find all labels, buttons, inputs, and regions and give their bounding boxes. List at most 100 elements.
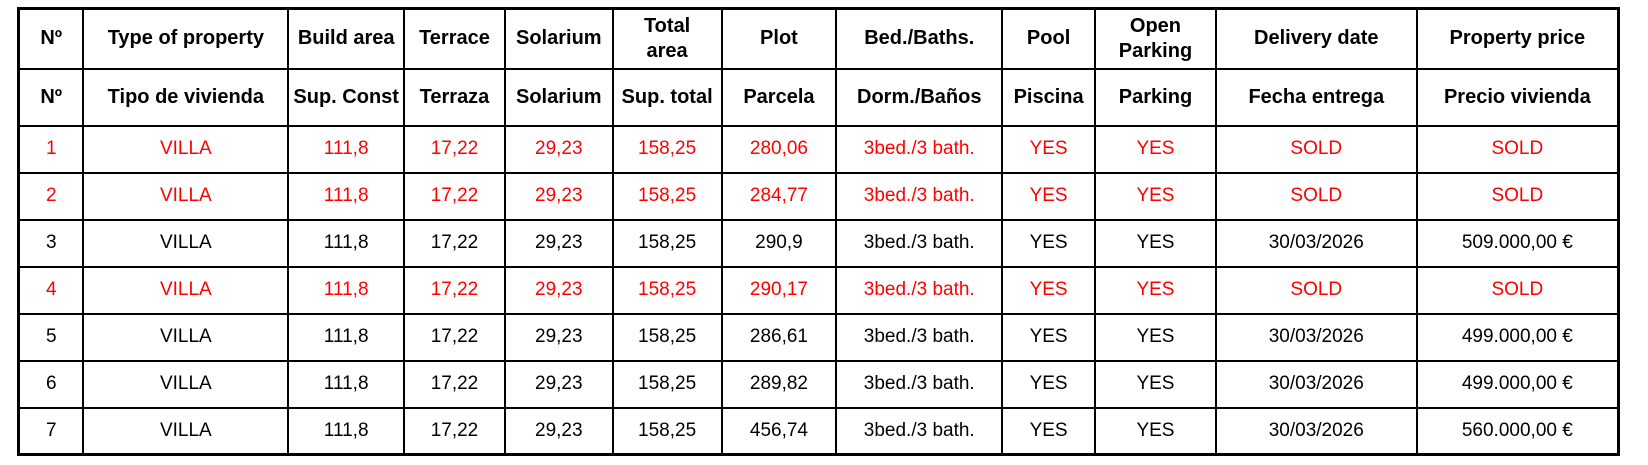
col-header-es-delivery: Fecha entrega: [1214, 67, 1418, 127]
cell-total: 158,25: [611, 218, 723, 268]
cell-total: 158,25: [611, 124, 723, 174]
table-header: Nº Type of property Build area Terrace Solar…: [17, 7, 1620, 127]
cell-pool: YES: [1001, 218, 1097, 268]
cell-terrace: 17,22: [403, 406, 506, 456]
cell-parking: YES: [1094, 265, 1217, 315]
property-price-table: Nº Type of property Build area Terrace Solar…: [17, 7, 1620, 456]
col-header-es-pool: Piscina: [1001, 67, 1097, 127]
col-header-en-plot: Plot: [720, 7, 838, 70]
cell-price: SOLD: [1415, 265, 1620, 315]
cell-build: 111,8: [287, 171, 406, 221]
cell-delivery: 30/03/2026: [1214, 218, 1418, 268]
cell-parking: YES: [1094, 359, 1217, 409]
cell-bedbaths: 3bed./3 bath.: [835, 359, 1004, 409]
header-row-english: Nº Type of property Build area Terrace Solar…: [17, 7, 1620, 70]
cell-parking: YES: [1094, 124, 1217, 174]
cell-terrace: 17,22: [403, 171, 506, 221]
cell-num: 1: [17, 124, 85, 174]
col-header-es-type: Tipo de vivienda: [82, 67, 290, 127]
table-row: 6 VILLA 111,8 17,22 29,23 158,25 289,82 3bed./3…: [17, 359, 1620, 409]
cell-solarium: 29,23: [503, 359, 614, 409]
cell-plot: 280,06: [720, 124, 838, 174]
col-header-es-build: Sup. Const: [287, 67, 406, 127]
cell-num: 2: [17, 171, 85, 221]
cell-bedbaths: 3bed./3 bath.: [835, 406, 1004, 456]
cell-solarium: 29,23: [503, 124, 614, 174]
cell-type: VILLA: [82, 312, 290, 362]
cell-terrace: 17,22: [403, 124, 506, 174]
table-row: 7 VILLA 111,8 17,22 29,23 158,25 456,74 3bed./3…: [17, 406, 1620, 456]
table-body: 1 VILLA 111,8 17,22 29,23 158,25 280,06 3bed./3…: [17, 124, 1620, 456]
cell-terrace: 17,22: [403, 218, 506, 268]
cell-pool: YES: [1001, 124, 1097, 174]
col-header-en-terrace: Terrace: [403, 7, 506, 70]
cell-delivery: SOLD: [1214, 171, 1418, 221]
cell-solarium: 29,23: [503, 312, 614, 362]
cell-solarium: 29,23: [503, 171, 614, 221]
cell-build: 111,8: [287, 265, 406, 315]
col-header-en-pool: Pool: [1001, 7, 1097, 70]
col-header-es-total: Sup. total: [611, 67, 723, 127]
cell-price: SOLD: [1415, 171, 1620, 221]
cell-type: VILLA: [82, 218, 290, 268]
cell-parking: YES: [1094, 312, 1217, 362]
cell-price: 499.000,00 €: [1415, 312, 1620, 362]
cell-num: 7: [17, 406, 85, 456]
cell-build: 111,8: [287, 359, 406, 409]
cell-price: SOLD: [1415, 124, 1620, 174]
cell-price: 560.000,00 €: [1415, 406, 1620, 456]
col-header-en-parking: Open Parking: [1094, 7, 1217, 70]
cell-build: 111,8: [287, 124, 406, 174]
cell-pool: YES: [1001, 359, 1097, 409]
cell-price: 509.000,00 €: [1415, 218, 1620, 268]
table-row: 4 VILLA 111,8 17,22 29,23 158,25 290,17 3bed./3…: [17, 265, 1620, 315]
table-row: 2 VILLA 111,8 17,22 29,23 158,25 284,77 3bed./3…: [17, 171, 1620, 221]
cell-plot: 290,17: [720, 265, 838, 315]
table-row: 5 VILLA 111,8 17,22 29,23 158,25 286,61 3bed./3…: [17, 312, 1620, 362]
col-header-es-solarium: Solarium: [503, 67, 614, 127]
cell-delivery: 30/03/2026: [1214, 406, 1418, 456]
cell-delivery: SOLD: [1214, 265, 1418, 315]
cell-bedbaths: 3bed./3 bath.: [835, 218, 1004, 268]
cell-solarium: 29,23: [503, 406, 614, 456]
cell-parking: YES: [1094, 406, 1217, 456]
cell-plot: 289,82: [720, 359, 838, 409]
cell-solarium: 29,23: [503, 265, 614, 315]
cell-total: 158,25: [611, 359, 723, 409]
col-header-en-type: Type of property: [82, 7, 290, 70]
col-header-en-solarium: Solarium: [503, 7, 614, 70]
cell-type: VILLA: [82, 265, 290, 315]
cell-solarium: 29,23: [503, 218, 614, 268]
cell-bedbaths: 3bed./3 bath.: [835, 124, 1004, 174]
cell-pool: YES: [1001, 265, 1097, 315]
cell-plot: 456,74: [720, 406, 838, 456]
col-header-es-plot: Parcela: [720, 67, 838, 127]
col-header-en-bedbaths: Bed./Baths.: [835, 7, 1004, 70]
cell-pool: YES: [1001, 406, 1097, 456]
cell-parking: YES: [1094, 171, 1217, 221]
cell-type: VILLA: [82, 406, 290, 456]
cell-num: 3: [17, 218, 85, 268]
cell-build: 111,8: [287, 312, 406, 362]
cell-plot: 284,77: [720, 171, 838, 221]
cell-terrace: 17,22: [403, 359, 506, 409]
col-header-en-total: Total area: [611, 7, 723, 70]
cell-type: VILLA: [82, 171, 290, 221]
cell-type: VILLA: [82, 359, 290, 409]
cell-num: 6: [17, 359, 85, 409]
col-header-es-terrace: Terraza: [403, 67, 506, 127]
cell-bedbaths: 3bed./3 bath.: [835, 265, 1004, 315]
table-row: 1 VILLA 111,8 17,22 29,23 158,25 280,06 3bed./3…: [17, 124, 1620, 174]
cell-total: 158,25: [611, 406, 723, 456]
cell-price: 499.000,00 €: [1415, 359, 1620, 409]
cell-build: 111,8: [287, 218, 406, 268]
cell-pool: YES: [1001, 171, 1097, 221]
cell-total: 158,25: [611, 312, 723, 362]
cell-total: 158,25: [611, 171, 723, 221]
cell-plot: 286,61: [720, 312, 838, 362]
col-header-es-num: Nº: [17, 67, 85, 127]
col-header-en-price: Property price: [1415, 7, 1620, 70]
cell-terrace: 17,22: [403, 265, 506, 315]
cell-plot: 290,9: [720, 218, 838, 268]
cell-terrace: 17,22: [403, 312, 506, 362]
